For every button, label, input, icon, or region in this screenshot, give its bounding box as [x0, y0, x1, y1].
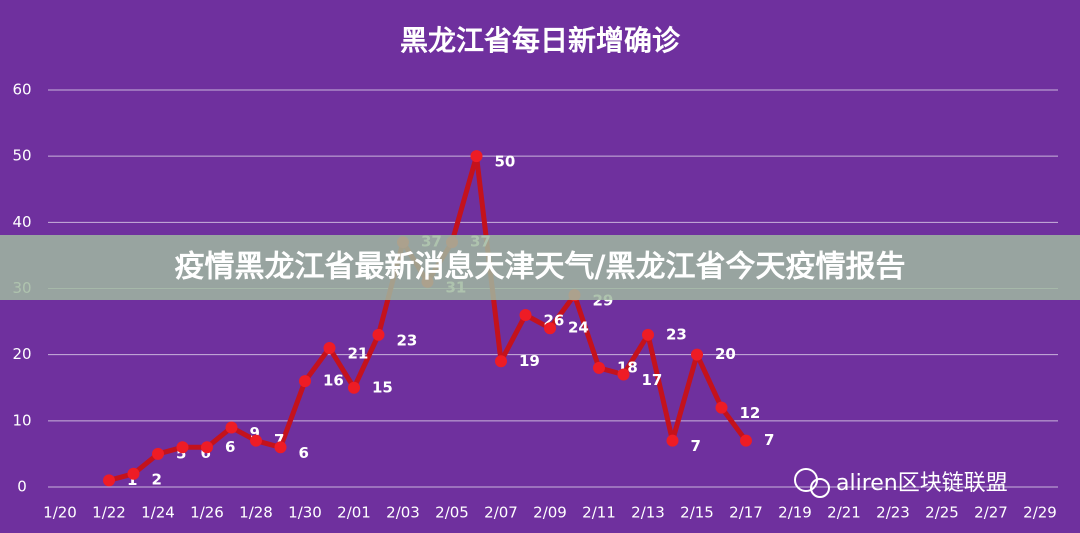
y-tick-label: 10	[12, 411, 31, 429]
data-label: 6	[225, 438, 235, 456]
x-tick-label: 2/21	[827, 504, 861, 522]
x-tick-label: 2/01	[337, 504, 371, 522]
data-label: 12	[740, 404, 761, 422]
point	[593, 361, 605, 374]
watermark-text: aliren区块链联盟	[836, 471, 1008, 496]
watermark: aliren区块链联盟	[794, 468, 1008, 498]
point	[323, 342, 336, 355]
data-label: 6	[299, 444, 309, 462]
point	[274, 441, 287, 454]
watermark-icon	[810, 478, 830, 498]
point	[176, 441, 189, 454]
x-tick-label: 2/13	[631, 504, 665, 522]
x-tick-label: 2/19	[778, 504, 812, 522]
x-tick-label: 2/15	[680, 504, 714, 522]
chart-title: 黑龙江省每日新增确诊	[400, 24, 681, 57]
overlay-banner	[0, 235, 1080, 300]
y-tick-label: 40	[12, 213, 31, 231]
point	[715, 401, 728, 414]
data-label: 17	[642, 371, 663, 389]
data-label: 1	[127, 471, 137, 489]
data-label: 50	[495, 153, 516, 171]
x-tick-label: 2/03	[386, 504, 420, 522]
point	[201, 441, 213, 454]
point	[740, 434, 752, 447]
point	[372, 328, 385, 341]
y-tick-label: 50	[12, 147, 31, 165]
data-label: 15	[372, 378, 393, 396]
y-tick-label: 20	[12, 345, 31, 363]
x-tick-label: 1/24	[141, 504, 175, 522]
data-label: 7	[764, 431, 774, 449]
point	[495, 355, 507, 368]
point	[299, 375, 311, 388]
point	[617, 368, 630, 381]
y-tick-label: 0	[17, 478, 27, 496]
point	[691, 348, 703, 361]
x-tick-label: 2/25	[925, 504, 959, 522]
point	[103, 474, 115, 487]
data-label: 19	[519, 352, 540, 370]
x-tick-label: 2/23	[876, 504, 910, 522]
x-tick-label: 1/22	[92, 504, 126, 522]
x-tick-label: 2/07	[484, 504, 518, 522]
data-label: 16	[323, 372, 344, 390]
overlay-text: 疫情黑龙江省最新消息天津天气/黑龙江省今天疫情报告	[175, 250, 906, 285]
point	[250, 434, 262, 447]
data-label: 23	[397, 331, 418, 349]
point	[519, 308, 532, 321]
data-label: 9	[250, 424, 260, 442]
point	[642, 328, 654, 341]
x-tick-label: 2/29	[1023, 504, 1057, 522]
point	[544, 322, 556, 335]
x-tick-label: 2/17	[729, 504, 763, 522]
data-label: 7	[691, 437, 701, 455]
point	[127, 467, 140, 480]
point	[348, 381, 360, 394]
x-tick-label: 2/09	[533, 504, 567, 522]
plot: 01020304050601/201/221/241/261/281/302/0…	[12, 81, 1058, 522]
data-label: 20	[715, 345, 736, 363]
y-tick-label: 60	[12, 81, 31, 99]
data-label: 23	[666, 325, 687, 343]
data-label: 5	[176, 444, 186, 462]
x-tick-label: 1/28	[239, 504, 273, 522]
x-tick-label: 2/27	[974, 504, 1008, 522]
x-tick-label: 2/05	[435, 504, 469, 522]
x-tick-label: 1/26	[190, 504, 224, 522]
data-label: 2	[152, 470, 162, 488]
data-label: 24	[568, 319, 589, 337]
data-label: 7	[274, 431, 284, 449]
x-tick-label: 1/20	[43, 504, 77, 522]
data-label: 21	[348, 345, 369, 363]
x-tick-label: 2/11	[582, 504, 616, 522]
x-tick-label: 1/30	[288, 504, 322, 522]
point	[225, 421, 238, 434]
point	[152, 447, 164, 460]
point	[470, 150, 483, 163]
point	[666, 434, 679, 447]
